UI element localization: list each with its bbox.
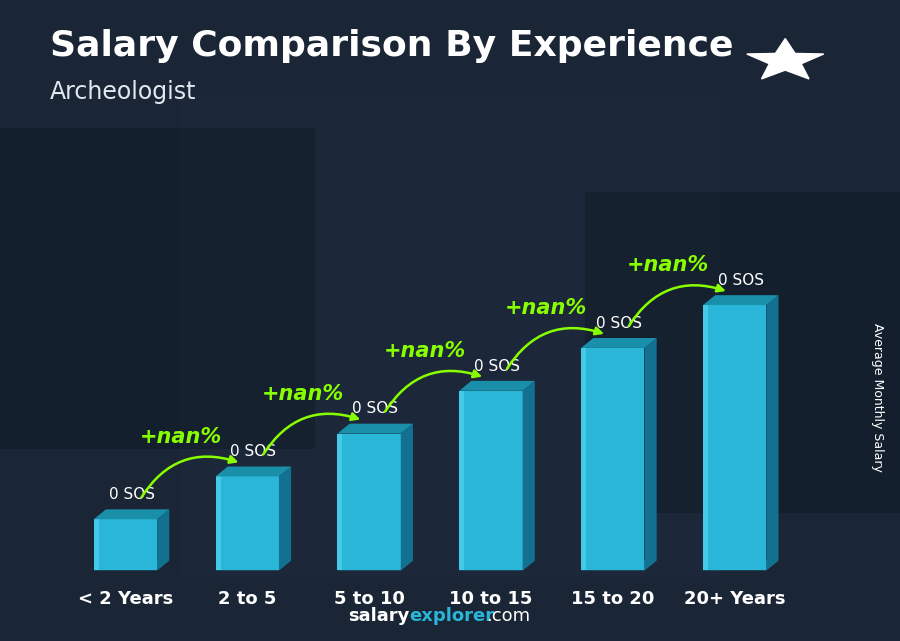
Polygon shape (703, 305, 708, 570)
Polygon shape (158, 510, 169, 570)
Polygon shape (703, 305, 766, 570)
Bar (0, 128, 315, 449)
Text: Archeologist: Archeologist (50, 80, 196, 104)
Text: explorer: explorer (410, 607, 495, 625)
Polygon shape (94, 519, 158, 570)
Text: .com: .com (486, 607, 530, 625)
Polygon shape (94, 510, 169, 519)
Text: Salary Comparison By Experience: Salary Comparison By Experience (50, 29, 733, 63)
Polygon shape (94, 560, 169, 570)
Text: 15 to 20: 15 to 20 (572, 590, 654, 608)
Polygon shape (459, 391, 523, 570)
Polygon shape (216, 560, 291, 570)
Text: 5 to 10: 5 to 10 (334, 590, 404, 608)
Polygon shape (703, 296, 778, 305)
Polygon shape (747, 38, 824, 79)
Polygon shape (94, 519, 99, 570)
Bar (585, 192, 900, 513)
Polygon shape (338, 433, 343, 570)
Text: salary: salary (348, 607, 410, 625)
Text: +nan%: +nan% (383, 341, 465, 361)
Text: +nan%: +nan% (627, 255, 709, 276)
Polygon shape (459, 560, 535, 570)
Text: 20+ Years: 20+ Years (684, 590, 786, 608)
Polygon shape (581, 348, 586, 570)
Polygon shape (279, 467, 291, 570)
Bar (180, 96, 720, 577)
Polygon shape (338, 560, 413, 570)
Text: 0 SOS: 0 SOS (474, 358, 520, 374)
Polygon shape (338, 433, 400, 570)
Polygon shape (459, 391, 464, 570)
Polygon shape (459, 381, 535, 391)
Polygon shape (703, 560, 778, 570)
Polygon shape (766, 296, 778, 570)
Text: Average Monthly Salary: Average Monthly Salary (871, 323, 884, 472)
Polygon shape (216, 476, 220, 570)
Polygon shape (338, 424, 413, 433)
Text: +nan%: +nan% (140, 427, 222, 447)
Polygon shape (644, 338, 657, 570)
Polygon shape (581, 560, 657, 570)
Polygon shape (581, 338, 657, 348)
Text: 0 SOS: 0 SOS (596, 316, 642, 331)
Polygon shape (216, 476, 279, 570)
Text: +nan%: +nan% (505, 298, 588, 318)
Text: 0 SOS: 0 SOS (352, 401, 398, 417)
Text: +nan%: +nan% (262, 384, 344, 404)
Text: < 2 Years: < 2 Years (77, 590, 173, 608)
Text: 0 SOS: 0 SOS (230, 444, 276, 459)
Polygon shape (216, 467, 291, 476)
Text: 0 SOS: 0 SOS (717, 273, 764, 288)
Text: 2 to 5: 2 to 5 (218, 590, 276, 608)
Text: 0 SOS: 0 SOS (109, 487, 155, 502)
Polygon shape (400, 424, 413, 570)
Polygon shape (523, 381, 535, 570)
Polygon shape (581, 348, 644, 570)
Text: 10 to 15: 10 to 15 (449, 590, 533, 608)
